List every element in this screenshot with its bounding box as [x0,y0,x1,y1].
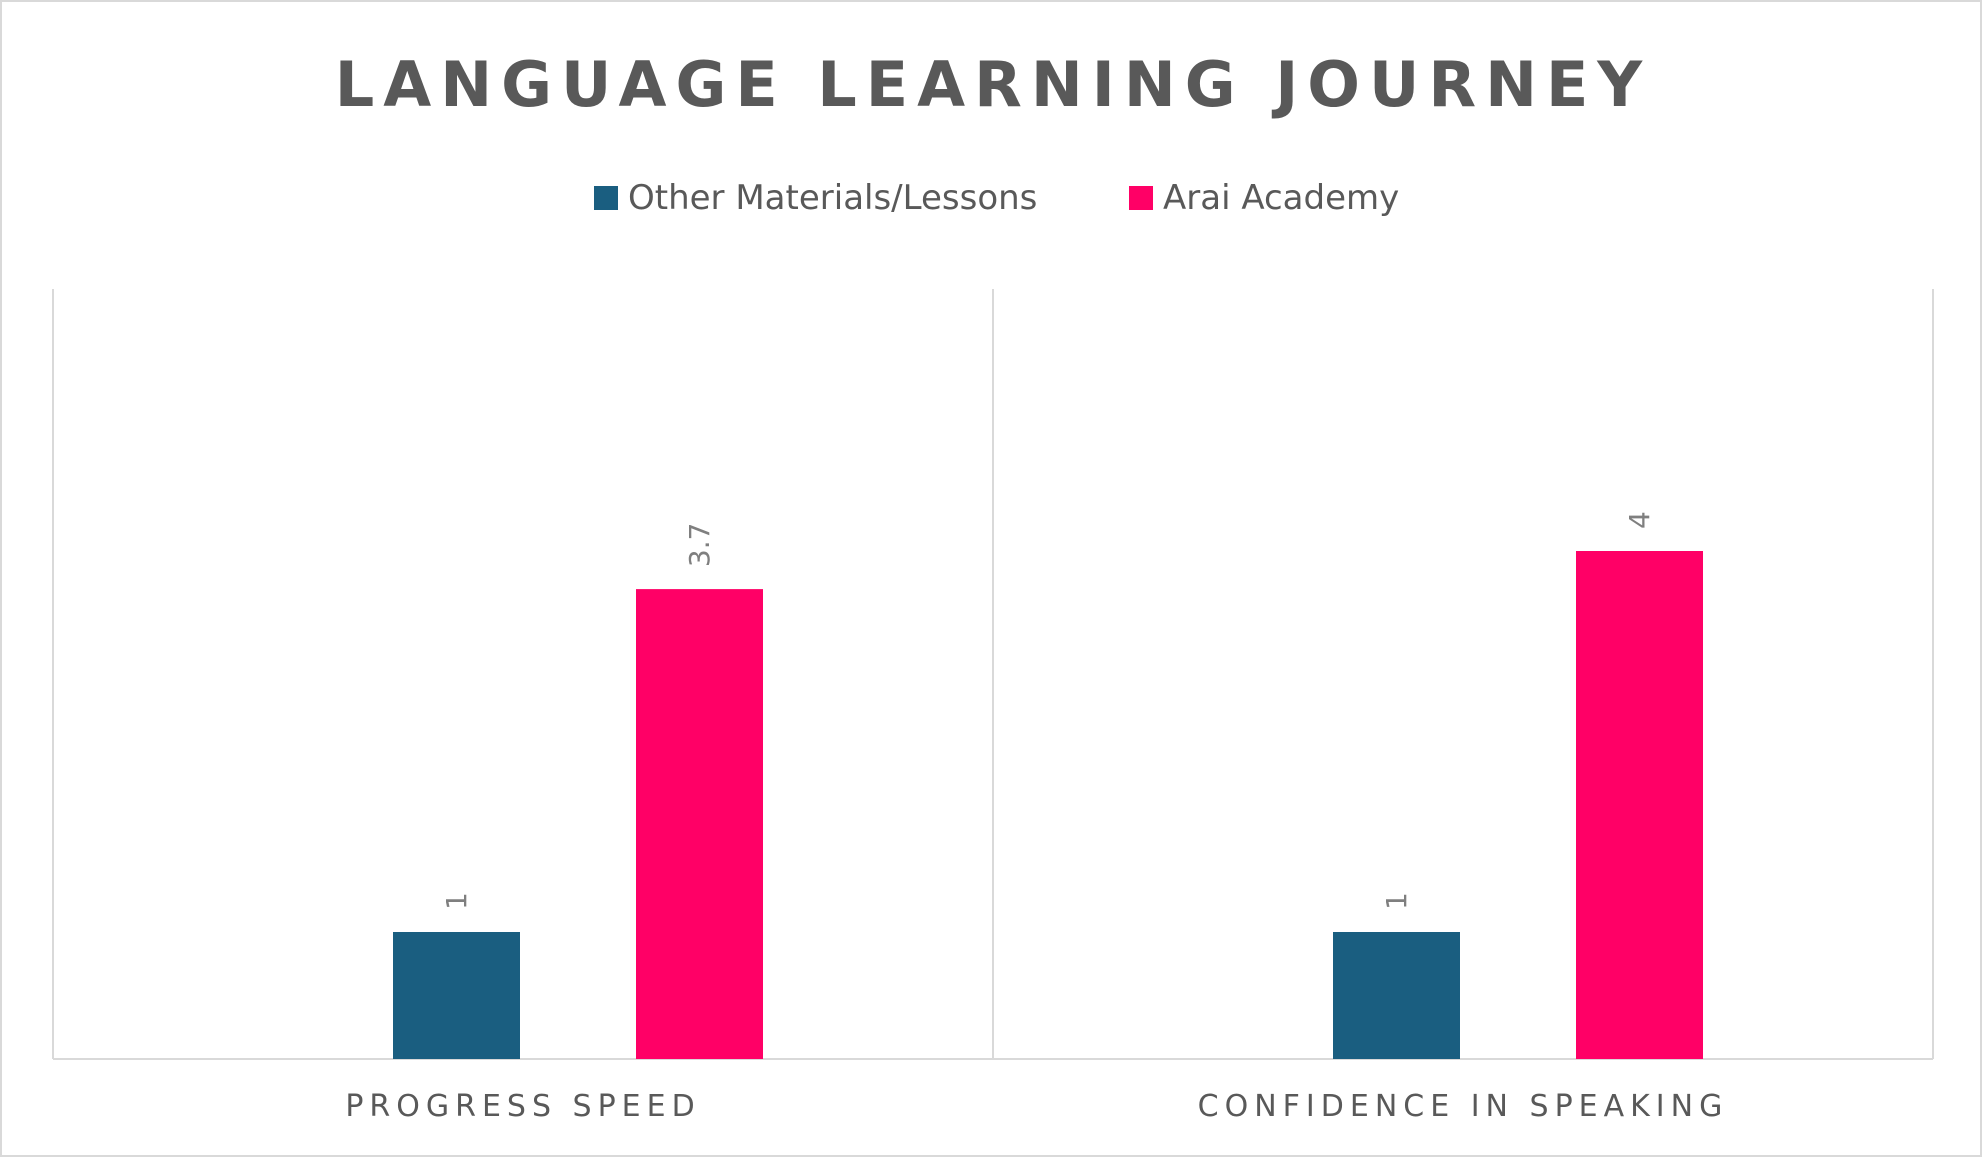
legend: Other Materials/Lessons Arai Academy [594,178,1399,218]
bars-group [393,551,1703,1059]
bar-other-0 [393,932,520,1059]
legend-label-other: Other Materials/Lessons [628,178,1037,218]
x-tick-label-confidence-in-speaking: CONFIDENCE IN SPEAKING [1198,1089,1729,1124]
chart-title: LANGUAGE LEARNING JOURNEY [335,48,1651,121]
legend-swatch-other [594,186,618,210]
bar-arai-1 [1576,551,1703,1059]
value-label-arai-1: 4 [1623,511,1656,529]
x-tick-label-progress-speed: PROGRESS SPEED [345,1089,700,1124]
legend-swatch-arai [1129,186,1153,210]
value-label-arai-0: 3.7 [683,523,716,568]
bar-other-1 [1333,932,1460,1059]
bar-arai-0 [636,589,763,1059]
legend-label-arai: Arai Academy [1163,178,1399,218]
value-label-other-0: 1 [440,892,473,910]
value-label-other-1: 1 [1380,892,1413,910]
value-labels-group: 1 3.7 1 4 [440,511,1656,910]
